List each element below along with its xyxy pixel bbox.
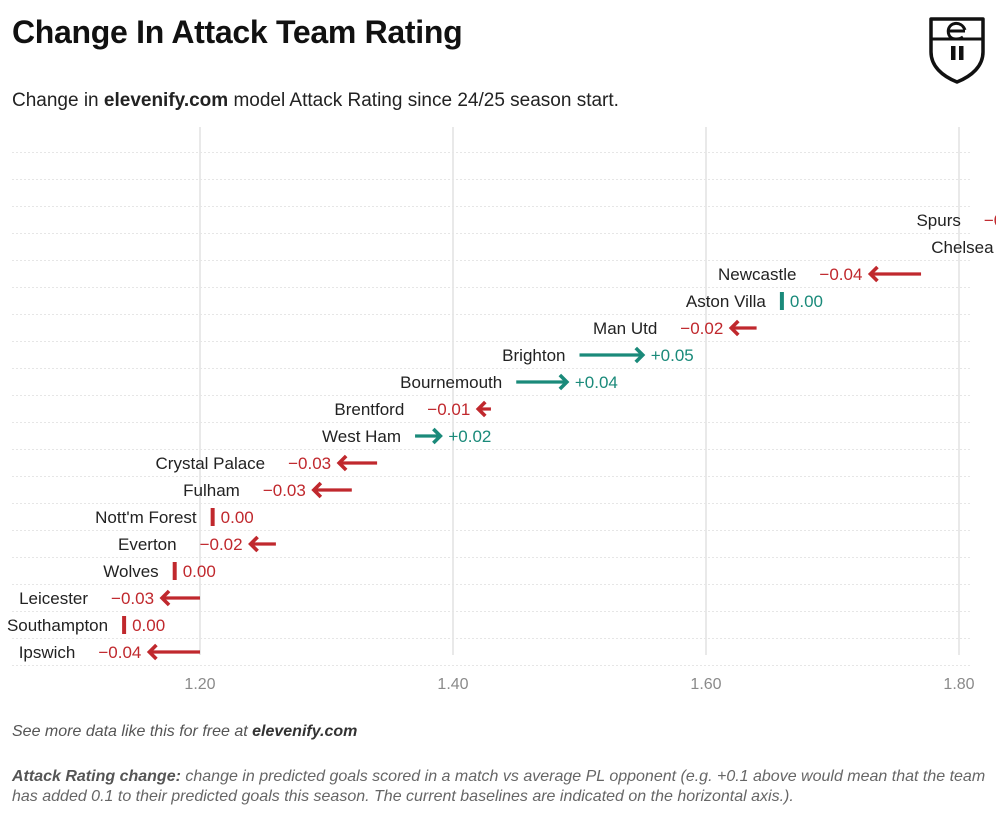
change-arrow-head	[867, 265, 879, 283]
change-label: −0.01	[427, 400, 470, 419]
subtitle-site-link: elevenify.com	[103, 90, 229, 111]
team-name: Everton	[118, 535, 177, 554]
team-row: Ipswich −0.04	[12, 643, 970, 666]
team-row: Man City0.00	[12, 152, 970, 153]
team-row: Leicester −0.03	[12, 589, 970, 612]
change-label: −0.02	[680, 319, 723, 338]
change-arrow-head	[728, 319, 740, 337]
team-name: Newcastle	[718, 265, 796, 284]
chart-grid	[199, 127, 960, 655]
team-row: Fulham −0.03	[12, 481, 970, 504]
change-arrow-head	[248, 535, 259, 553]
team-row: Newcastle −0.04	[12, 265, 970, 288]
change-arrow-head	[558, 373, 570, 391]
team-row: Nott'm Forest 0.00	[12, 508, 970, 531]
team-name: Crystal Palace	[156, 454, 266, 473]
change-label: −0.03	[288, 454, 331, 473]
footer-definition-note: Attack Rating change: change in predicte…	[12, 767, 987, 807]
attack-rating-chart: Man City0.00 Liverpool+0.01 Arsenal−0.05 Sp…	[7, 127, 996, 693]
team-row: Man Utd −0.02	[12, 319, 970, 342]
x-tick-label: 1.40	[437, 676, 468, 693]
footer-note-term: Attack Rating change:	[12, 768, 181, 785]
change-label: 0.00	[183, 562, 216, 581]
footer-note-text: change in predicted goals scored in a ma…	[12, 768, 986, 805]
team-name: Man Utd	[593, 319, 657, 338]
change-label: 0.00	[221, 508, 254, 527]
footer-link-prefix: See more data like this for free at	[12, 723, 253, 740]
team-row: Southampton 0.00	[7, 616, 970, 639]
team-name: Nott'm Forest	[95, 508, 197, 527]
change-arrow-head	[146, 643, 158, 661]
team-row: Arsenal−0.05	[12, 206, 970, 207]
team-row: Chelsea0.00	[12, 238, 994, 261]
change-label: −0.02	[984, 211, 996, 230]
team-name: Southampton	[7, 616, 108, 635]
change-label: −0.03	[111, 589, 154, 608]
x-tick-label: 1.60	[690, 676, 721, 693]
change-label: 0.00	[132, 616, 165, 635]
team-row: Liverpool+0.01	[12, 179, 970, 180]
team-name: Wolves	[103, 562, 158, 581]
team-name: Spurs	[916, 211, 960, 230]
chart-rows: Man City0.00 Liverpool+0.01 Arsenal−0.05 Sp…	[7, 152, 996, 666]
change-label: −0.02	[200, 535, 243, 554]
change-label: +0.04	[575, 373, 618, 392]
subtitle-prefix: Change in	[12, 90, 104, 111]
team-name: Aston Villa	[686, 292, 767, 311]
change-label: +0.05	[651, 346, 694, 365]
team-name: West Ham	[322, 427, 401, 446]
footer-source-note: See more data like this for free at elev…	[12, 723, 357, 741]
change-label: −0.04	[98, 643, 141, 662]
change-arrow-head	[634, 346, 646, 364]
team-name: Leicester	[19, 589, 88, 608]
team-name: Bournemouth	[400, 373, 502, 392]
team-row: Aston Villa 0.00	[12, 292, 970, 315]
change-arrow-head	[159, 589, 171, 607]
chart-subtitle: Change in elevenify.com model Attack Rat…	[12, 90, 619, 112]
change-label: −0.04	[819, 265, 862, 284]
team-row: Crystal Palace −0.03	[12, 454, 970, 477]
elevenify-shield-logo-icon	[929, 17, 985, 84]
team-row: Spurs −0.02	[12, 211, 996, 234]
x-axis: 1.201.401.601.802.002.202.40	[184, 676, 974, 693]
team-name: Brentford	[334, 400, 404, 419]
team-row: Bournemouth +0.04	[12, 373, 970, 396]
team-row: Wolves 0.00	[12, 562, 970, 585]
team-name: Fulham	[183, 481, 240, 500]
page-title: Change In Attack Team Rating	[12, 14, 463, 50]
x-tick-label: 1.20	[184, 676, 215, 693]
x-tick-label: 1.80	[943, 676, 974, 693]
team-name: Chelsea	[931, 238, 994, 257]
change-arrow-head	[311, 481, 323, 499]
team-row: Everton −0.02	[12, 535, 970, 558]
change-label: −0.03	[263, 481, 306, 500]
team-name: Brighton	[502, 346, 565, 365]
team-row: Brentford −0.01	[12, 400, 970, 423]
change-arrow-head	[432, 427, 443, 445]
subtitle-suffix: model Attack Rating since 24/25 season s…	[228, 90, 619, 111]
change-arrow-head	[336, 454, 348, 472]
footer-site-link[interactable]: elevenify.com	[252, 723, 358, 740]
change-label: 0.00	[790, 292, 823, 311]
team-row: Brighton +0.05	[12, 346, 970, 369]
change-label: +0.02	[448, 427, 491, 446]
team-row: West Ham +0.02	[12, 427, 970, 450]
change-arrow-head	[475, 400, 487, 418]
team-name: Ipswich	[19, 643, 76, 662]
